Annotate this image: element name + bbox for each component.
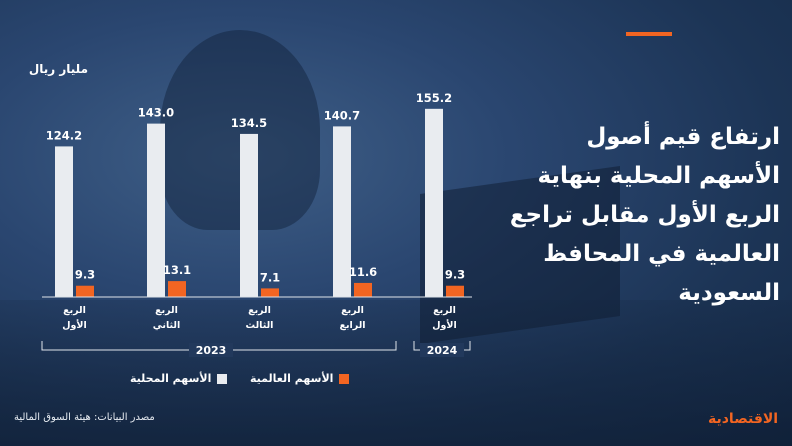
headline-line: ارتفاع قيم أصول — [586, 124, 780, 150]
bar-domestic — [147, 123, 165, 297]
bar-domestic — [240, 133, 258, 297]
accent-line — [626, 32, 672, 36]
bar-domestic — [55, 146, 73, 297]
source-note: مصدر البيانات: هيئة السوق المالية — [14, 412, 155, 423]
tick-label: الأول — [62, 319, 86, 331]
legend-item-domestic: الأسهم المحلية — [130, 372, 228, 385]
bar-global — [261, 288, 279, 297]
bar-global — [168, 281, 186, 297]
bar-global — [446, 285, 464, 297]
bar-domestic — [333, 126, 351, 298]
tick-label: الربع — [341, 305, 364, 316]
data-label: 13.1 — [163, 263, 191, 277]
tick-label: الربع — [155, 305, 178, 316]
legend-swatch-global — [339, 373, 350, 384]
data-label: 134.5 — [231, 116, 267, 130]
headline-line: الربع الأول مقابل تراجع — [509, 202, 780, 228]
data-label: 9.3 — [75, 268, 95, 282]
tick-label: الثالث — [246, 320, 274, 331]
tick-label: الربع — [433, 305, 456, 316]
legend-swatch-domestic — [217, 373, 228, 384]
legend-label-global: الأسهم العالمية — [250, 372, 334, 385]
bar-global — [354, 282, 372, 297]
tick-label: الرابع — [339, 320, 365, 331]
tick-label: الربع — [63, 305, 86, 316]
headline: ارتفاع قيم أصول الأسهم المحلية بنهاية ال… — [500, 118, 780, 313]
year-label: 2023 — [196, 344, 227, 357]
data-label: 9.3 — [445, 268, 465, 282]
data-label: 11.6 — [349, 265, 377, 279]
tick-label: الربع — [248, 305, 271, 316]
headline-line: السعودية — [678, 280, 780, 306]
legend-label-domestic: الأسهم المحلية — [130, 372, 212, 385]
brand-logo: الاقتصادية — [708, 411, 779, 427]
unit-label: مليار ريال — [28, 62, 88, 76]
year-label-bg — [189, 343, 233, 357]
data-label: 7.1 — [260, 270, 280, 284]
bar-global — [76, 285, 94, 297]
year-label-bg — [420, 343, 464, 357]
data-label: 140.7 — [324, 108, 360, 122]
bar-domestic — [425, 108, 443, 297]
year-label: 2024 — [427, 344, 458, 357]
legend-item-global: الأسهم العالمية — [250, 372, 350, 385]
tick-label: الثاني — [153, 320, 180, 331]
tick-label: الأول — [432, 319, 456, 331]
data-label: 155.2 — [416, 91, 452, 105]
data-label: 124.2 — [46, 128, 82, 142]
data-label: 143.0 — [138, 106, 174, 120]
background-desk — [0, 300, 792, 446]
headline-line: الأسهم المحلية بنهاية — [537, 163, 780, 189]
headline-line: العالمية في المحافظ — [543, 241, 780, 267]
